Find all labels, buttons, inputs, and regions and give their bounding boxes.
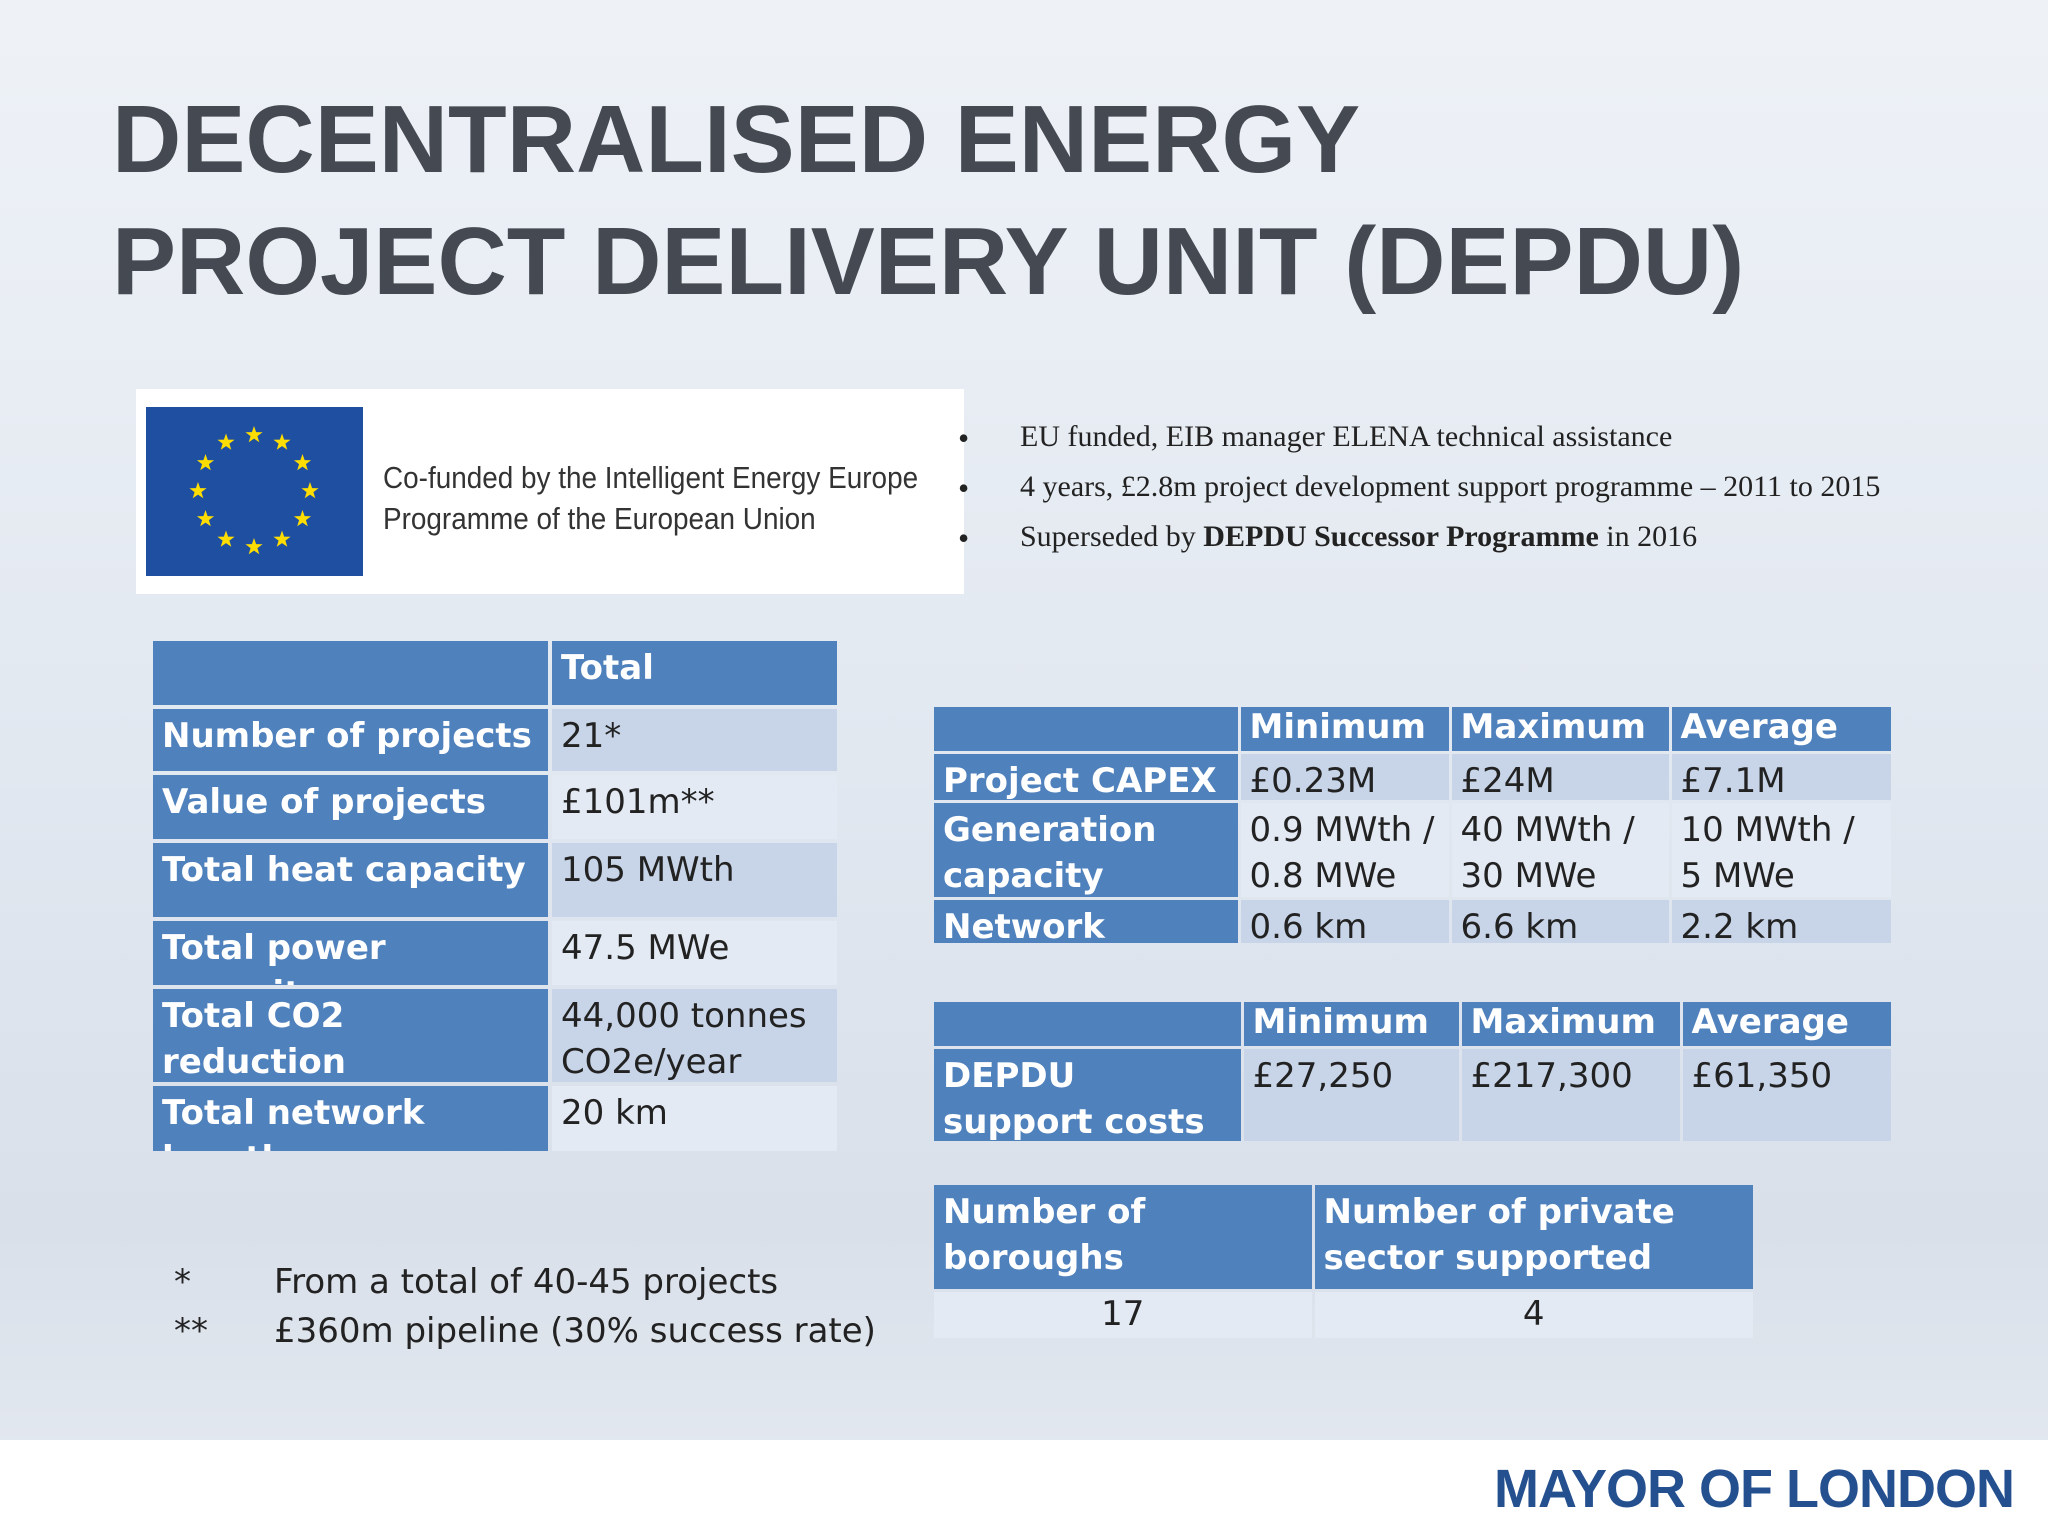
eu-caption: Co-funded by the Intelligent Energy Euro… [383, 457, 918, 539]
bullet-part: Superseded by [1020, 520, 1204, 553]
star [196, 454, 215, 471]
table-cell: 21* [552, 709, 837, 771]
note-text: From a total of 40-45 projects [274, 1262, 779, 1302]
table-cell: £24M [1451, 754, 1669, 800]
row-label: Total power capacity [153, 921, 548, 985]
caption-line: Co-funded by the Intelligent Energy Euro… [383, 460, 919, 495]
star [217, 433, 235, 450]
row-label: DEPDU support costs [934, 1049, 1241, 1141]
table-header-blank [934, 707, 1238, 751]
table-cell: 0.6 km [1240, 900, 1449, 943]
row-label: Total network length [153, 1086, 548, 1151]
bullet-text: 4 years, £2.8m project development suppo… [1020, 470, 1880, 504]
table-cell: £7.1M [1671, 754, 1891, 800]
caption-line: Programme of the European Union [383, 501, 816, 536]
table-header: Average [1671, 707, 1891, 751]
table-cell: 10 MWth / 5 MWe [1671, 803, 1891, 897]
table-header: Number of private sector supported [1314, 1185, 1753, 1289]
table-header: Maximum [1451, 707, 1669, 751]
row-label: Generation capacity [934, 803, 1238, 897]
table-header: Maximum [1461, 1002, 1680, 1046]
table-cell: 17 [934, 1292, 1312, 1338]
table-header: Average [1682, 1002, 1891, 1046]
title-line: PROJECT DELIVERY UNIT (DEPDU) [112, 208, 1745, 315]
star [217, 530, 235, 547]
bullet-text: Superseded by DEPDU Successor Programme … [1020, 520, 1697, 554]
table-cell: £0.23M [1240, 754, 1449, 800]
table-cell: 0.9 MWth / 0.8 MWe [1240, 803, 1449, 897]
table-cell: 47.5 MWe [552, 921, 837, 985]
row-label: Network length [934, 900, 1238, 943]
bullet-text: EU funded, EIB manager ELENA technical a… [1020, 420, 1672, 454]
note-mark: * [174, 1262, 191, 1302]
table-cell: £101m** [552, 775, 837, 839]
note-mark: ** [174, 1311, 208, 1351]
row-label: Project CAPEX [934, 754, 1238, 800]
table-cell: £61,350 [1682, 1049, 1891, 1141]
table-cell: 40 MWth / 30 MWe [1451, 803, 1669, 897]
table-cell: 20 km [552, 1086, 837, 1151]
bullet-dot: • [958, 420, 970, 456]
star [273, 433, 291, 450]
star [189, 482, 207, 499]
table-cell: 4 [1314, 1292, 1753, 1338]
table-header: Number of boroughs supported [934, 1185, 1312, 1289]
eu-flag [146, 407, 363, 576]
table-cell: £217,300 [1461, 1049, 1680, 1141]
bullet-part: in 2016 [1598, 520, 1698, 553]
table-cell: 44,000 tonnes CO2e/year [552, 989, 837, 1082]
row-label: Value of projects [153, 775, 548, 839]
star [196, 510, 215, 527]
table-header: Minimum [1243, 1002, 1459, 1046]
row-label: Total heat capacity [153, 843, 548, 917]
note-text: £360m pipeline (30% success rate) [274, 1311, 876, 1351]
eu-logo-box: Co-funded by the Intelligent Energy Euro… [136, 389, 964, 594]
footer-logo: MAYOR OF LONDON [1493, 1459, 2015, 1519]
star [245, 426, 263, 443]
bullet-part: DEPDU Successor Programme [1203, 520, 1599, 553]
row-label: Number of projects [153, 709, 548, 771]
row-label: Total CO2 reduction [153, 989, 548, 1082]
table-cell: 105 MWth [552, 843, 837, 917]
table-header: Minimum [1240, 707, 1449, 751]
table-header-blank [153, 641, 548, 705]
bullet-part: 4 years, £2.8m project development suppo… [1020, 470, 1881, 503]
bullet-dot: • [958, 520, 970, 556]
star [301, 482, 319, 499]
table-header: Total [552, 641, 837, 705]
bullet-dot: • [958, 470, 970, 506]
star [293, 510, 312, 527]
table-cell: 6.6 km [1451, 900, 1669, 943]
star [293, 454, 312, 471]
table-cell: 2.2 km [1671, 900, 1891, 943]
footer-band: MAYOR OF LONDON [0, 1440, 2048, 1536]
table-cell: £27,250 [1243, 1049, 1459, 1141]
title-line: DECENTRALISED ENERGY [112, 86, 1361, 193]
bullet-part: EU funded, EIB manager ELENA technical a… [1020, 420, 1673, 453]
star [245, 538, 263, 555]
star [273, 530, 291, 547]
table-header-blank [934, 1002, 1241, 1046]
